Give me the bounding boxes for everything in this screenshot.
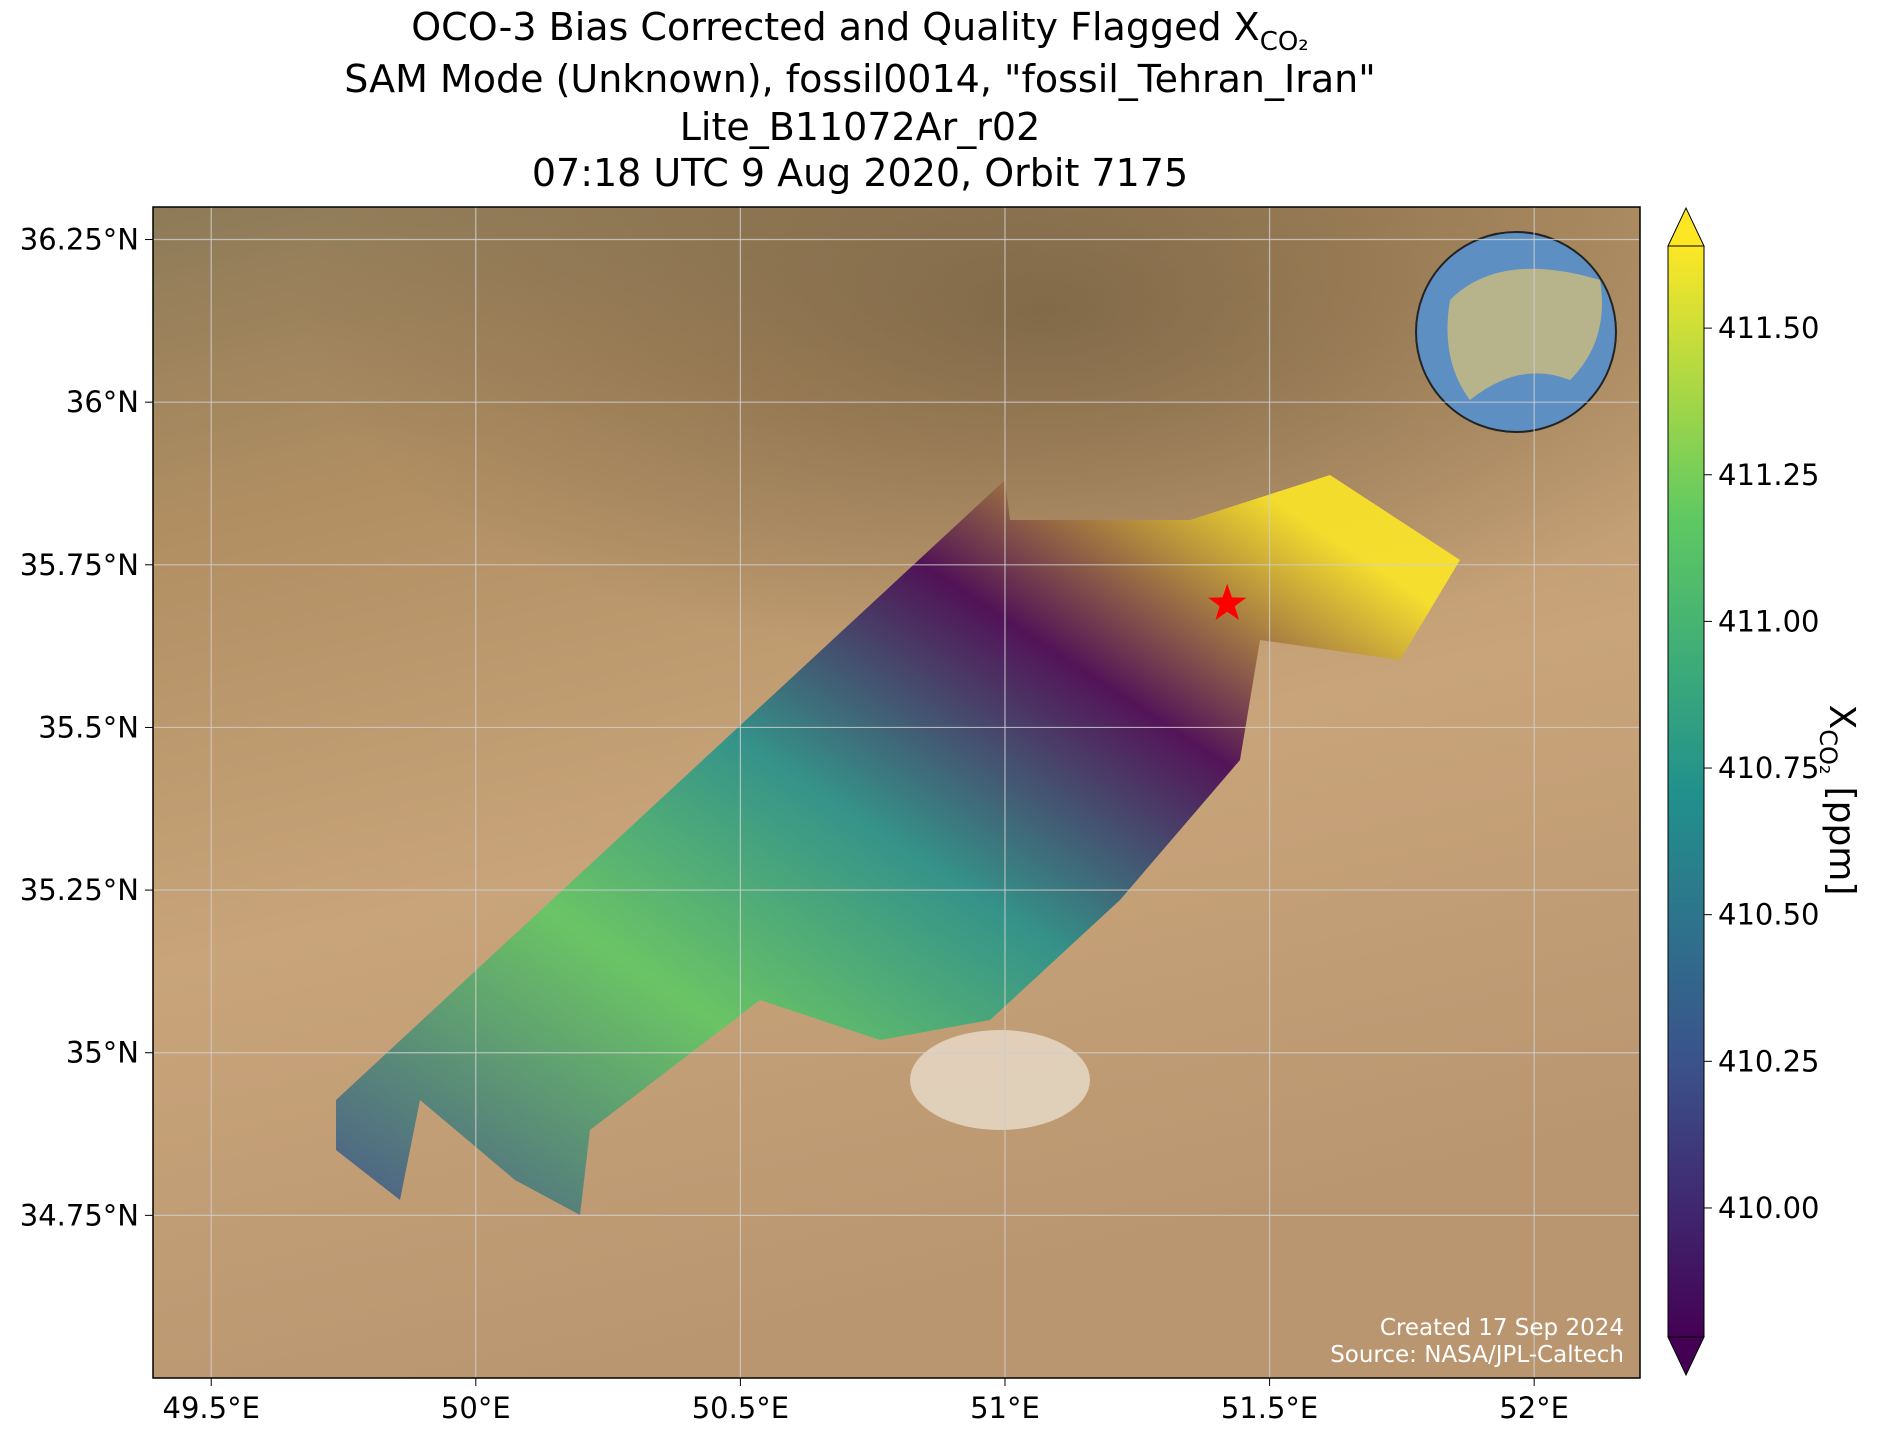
subtitle: SAM Mode (Unknown), fossil0014, "fossil_… [344,57,1375,101]
y-tick-label: 36.25°N [20,223,139,257]
subtitle: 07:18 UTC 9 Aug 2020, Orbit 7175 [532,151,1188,195]
colorbar [1667,245,1705,1338]
title: OCO-3 Bias Corrected and Quality Flagged… [411,5,1308,57]
inset-land [1447,268,1602,400]
annotation: Source: NASA/JPL-Caltech [1330,1342,1624,1368]
colorbar-under [1667,1336,1705,1377]
colorbar-tick-label: 410.25 [1718,1044,1819,1078]
colorbar-tick-label: 410.50 [1718,898,1819,932]
title-subscript: CO₂ [1260,27,1309,57]
subtitle: Lite_B11072Ar_r02 [680,105,1041,149]
x-tick-label: 50.5°E [692,1391,789,1425]
colorbar-tick-label: 411.00 [1718,604,1819,638]
colorbar-over [1667,206,1705,247]
colorbar-label-subscript: CO₂ [1814,729,1842,774]
target-star [1208,583,1247,620]
x-tick-label: 49.5°E [163,1391,260,1425]
annotation: Created 17 Sep 2024 [1380,1315,1624,1341]
y-tick-label: 35.5°N [38,710,139,744]
y-tick-label: 36°N [66,385,139,419]
x-tick-label: 50°E [441,1391,511,1425]
colorbar-label: XCO₂ [ppm] [1814,705,1862,896]
colorbar-tick-label: 410.75 [1718,751,1819,785]
colorbar-tick-label: 411.50 [1718,311,1819,345]
map-area [153,207,1640,1378]
y-tick-label: 34.75°N [20,1198,139,1232]
y-tick-label: 35.75°N [20,548,139,582]
y-tick-label: 35.25°N [20,873,139,907]
colorbar-label-unit: [ppm] [1821,787,1862,896]
colorbar-tick-label: 411.25 [1718,458,1819,492]
colorbar-label-text: X [1821,705,1862,730]
map-frame [152,206,1641,1379]
x-tick-label: 51°E [970,1391,1040,1425]
xco2-swath [336,475,1460,1215]
x-tick-label: 51.5°E [1221,1391,1318,1425]
title-text: OCO-3 Bias Corrected and Quality Flagged… [411,5,1259,49]
salt-lake [910,1030,1090,1130]
y-tick-label: 35°N [66,1036,139,1070]
colorbar-tick-label: 410.00 [1718,1191,1819,1225]
x-tick-label: 52°E [1499,1391,1569,1425]
